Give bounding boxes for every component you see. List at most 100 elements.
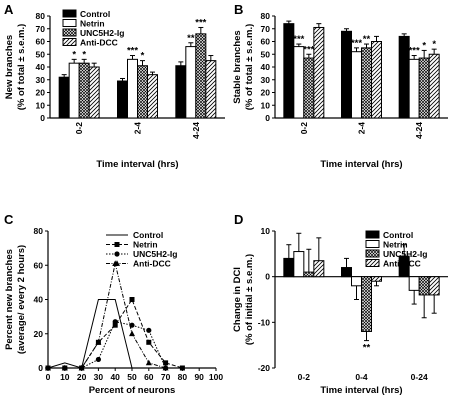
y-tick-label: 0 — [40, 113, 45, 123]
series-line — [48, 263, 166, 369]
bar — [428, 276, 440, 296]
panel-label-d: D — [234, 212, 243, 227]
y-tick-label: 0 — [265, 113, 270, 123]
x-tick-label: 2-4 — [133, 122, 143, 135]
legend-swatch — [62, 9, 77, 18]
bar — [313, 26, 325, 119]
x-axis-title: Percent of neurons — [89, 385, 176, 396]
y-tick-label: 60 — [36, 37, 46, 47]
bar — [195, 33, 207, 119]
data-point — [78, 364, 85, 371]
legend-label: Netrin — [80, 19, 105, 29]
x-tick-label: 100 — [209, 372, 223, 382]
x-tick-label: 10 — [60, 372, 70, 382]
significance-marker: * — [432, 39, 436, 50]
bar — [147, 74, 158, 119]
data-point — [95, 339, 102, 345]
y-tick-label: 0 — [38, 363, 43, 373]
y-tick-label: 30 — [36, 75, 46, 85]
bar — [361, 47, 372, 119]
significance-marker: * — [72, 49, 76, 60]
bar — [283, 257, 295, 278]
bar — [127, 58, 138, 119]
data-point — [114, 251, 120, 257]
y-tick-label: 40 — [34, 295, 44, 305]
bar — [313, 260, 325, 278]
y-tick-label: -10 — [258, 317, 271, 327]
bar — [205, 60, 217, 119]
y-tick-label: 60 — [261, 37, 271, 47]
legend-label: Anti-DCC — [383, 259, 421, 269]
x-tick-label: 50 — [127, 372, 137, 382]
x-tick-label: 2-4 — [357, 122, 367, 135]
y-tick-label: 80 — [34, 226, 44, 236]
y-axis-title: Change in DCI — [232, 267, 243, 332]
bar — [371, 41, 382, 119]
legend-label: Netrin — [133, 240, 158, 250]
data-point — [179, 365, 185, 371]
y-tick-label: 80 — [261, 11, 271, 21]
y-axis-title: Stable branches — [232, 30, 243, 103]
x-tick-label: 40 — [110, 372, 120, 382]
y-axis-title: New branches — [4, 35, 15, 99]
y-tick-label: 40 — [261, 62, 271, 72]
data-point — [61, 364, 68, 371]
bar — [68, 62, 80, 119]
legend-label: Control — [80, 9, 110, 19]
bar — [361, 276, 372, 332]
data-point — [145, 359, 152, 366]
significance-marker: *** — [195, 17, 206, 28]
y-axis-subtitle: (% of total ± s.e.m.) — [244, 24, 255, 111]
data-point — [146, 339, 152, 345]
x-tick-label: 0-2 — [299, 122, 309, 135]
data-point — [129, 330, 135, 337]
y-tick-label: 40 — [36, 62, 46, 72]
bar — [428, 53, 440, 119]
x-tick-label: 0-2 — [298, 372, 311, 382]
significance-marker: ** — [363, 34, 371, 45]
y-tick-label: 70 — [36, 24, 46, 34]
bar — [293, 46, 305, 119]
bar — [303, 57, 315, 119]
panel-a-new-branches-chart: 0 10 20 30 40 50 60 70 80 New branches (% of total… — [4, 9, 225, 170]
significance-marker: *** — [293, 34, 304, 45]
x-tick-label: 0-24 — [411, 372, 428, 382]
y-tick-label: 0 — [265, 272, 270, 282]
y-tick-label: 50 — [261, 49, 271, 59]
data-point — [146, 327, 152, 333]
y-tick-label: 10 — [261, 226, 271, 236]
significance-marker: *** — [351, 38, 362, 49]
y-tick-label: 10 — [261, 100, 271, 110]
legend-swatch — [365, 249, 380, 258]
legend-swatch — [62, 19, 77, 27]
legend-swatch — [365, 230, 380, 239]
bar — [418, 57, 430, 119]
x-tick-label: 80 — [178, 372, 188, 382]
y-tick-label: 80 — [36, 11, 46, 21]
panel-label-b: B — [234, 2, 243, 17]
significance-marker: * — [82, 49, 86, 60]
legend-label: UNC5H2-Ig — [133, 249, 177, 259]
panel-c-distribution-chart: 0 20 40 60 80 Percent new branches (average/ e… — [4, 226, 223, 396]
x-tick-label: 70 — [161, 372, 171, 382]
y-tick-label: 10 — [36, 100, 46, 110]
bar — [371, 276, 382, 282]
y-axis-subtitle: (% of total ± s.e.m.) — [16, 24, 27, 111]
legend-label: Netrin — [383, 240, 408, 250]
bar — [78, 62, 90, 119]
x-tick-label: 0-2 — [74, 122, 84, 135]
legend-swatch — [62, 28, 77, 37]
x-tick-label: 60 — [144, 372, 154, 382]
x-tick-label: 90 — [194, 372, 204, 382]
series-line — [48, 298, 183, 369]
data-point — [163, 360, 169, 366]
significance-marker: *** — [409, 46, 420, 57]
y-tick-label: 20 — [34, 329, 44, 339]
legend-label: Control — [383, 230, 413, 240]
x-tick-label: 4-24 — [191, 122, 201, 139]
x-axis-title: Time interval (hrs) — [320, 385, 402, 396]
legend-label: UNC5H2-Ig — [80, 28, 124, 38]
significance-marker: ** — [187, 33, 195, 44]
y-tick-label: -20 — [258, 363, 271, 373]
bar — [117, 80, 128, 119]
